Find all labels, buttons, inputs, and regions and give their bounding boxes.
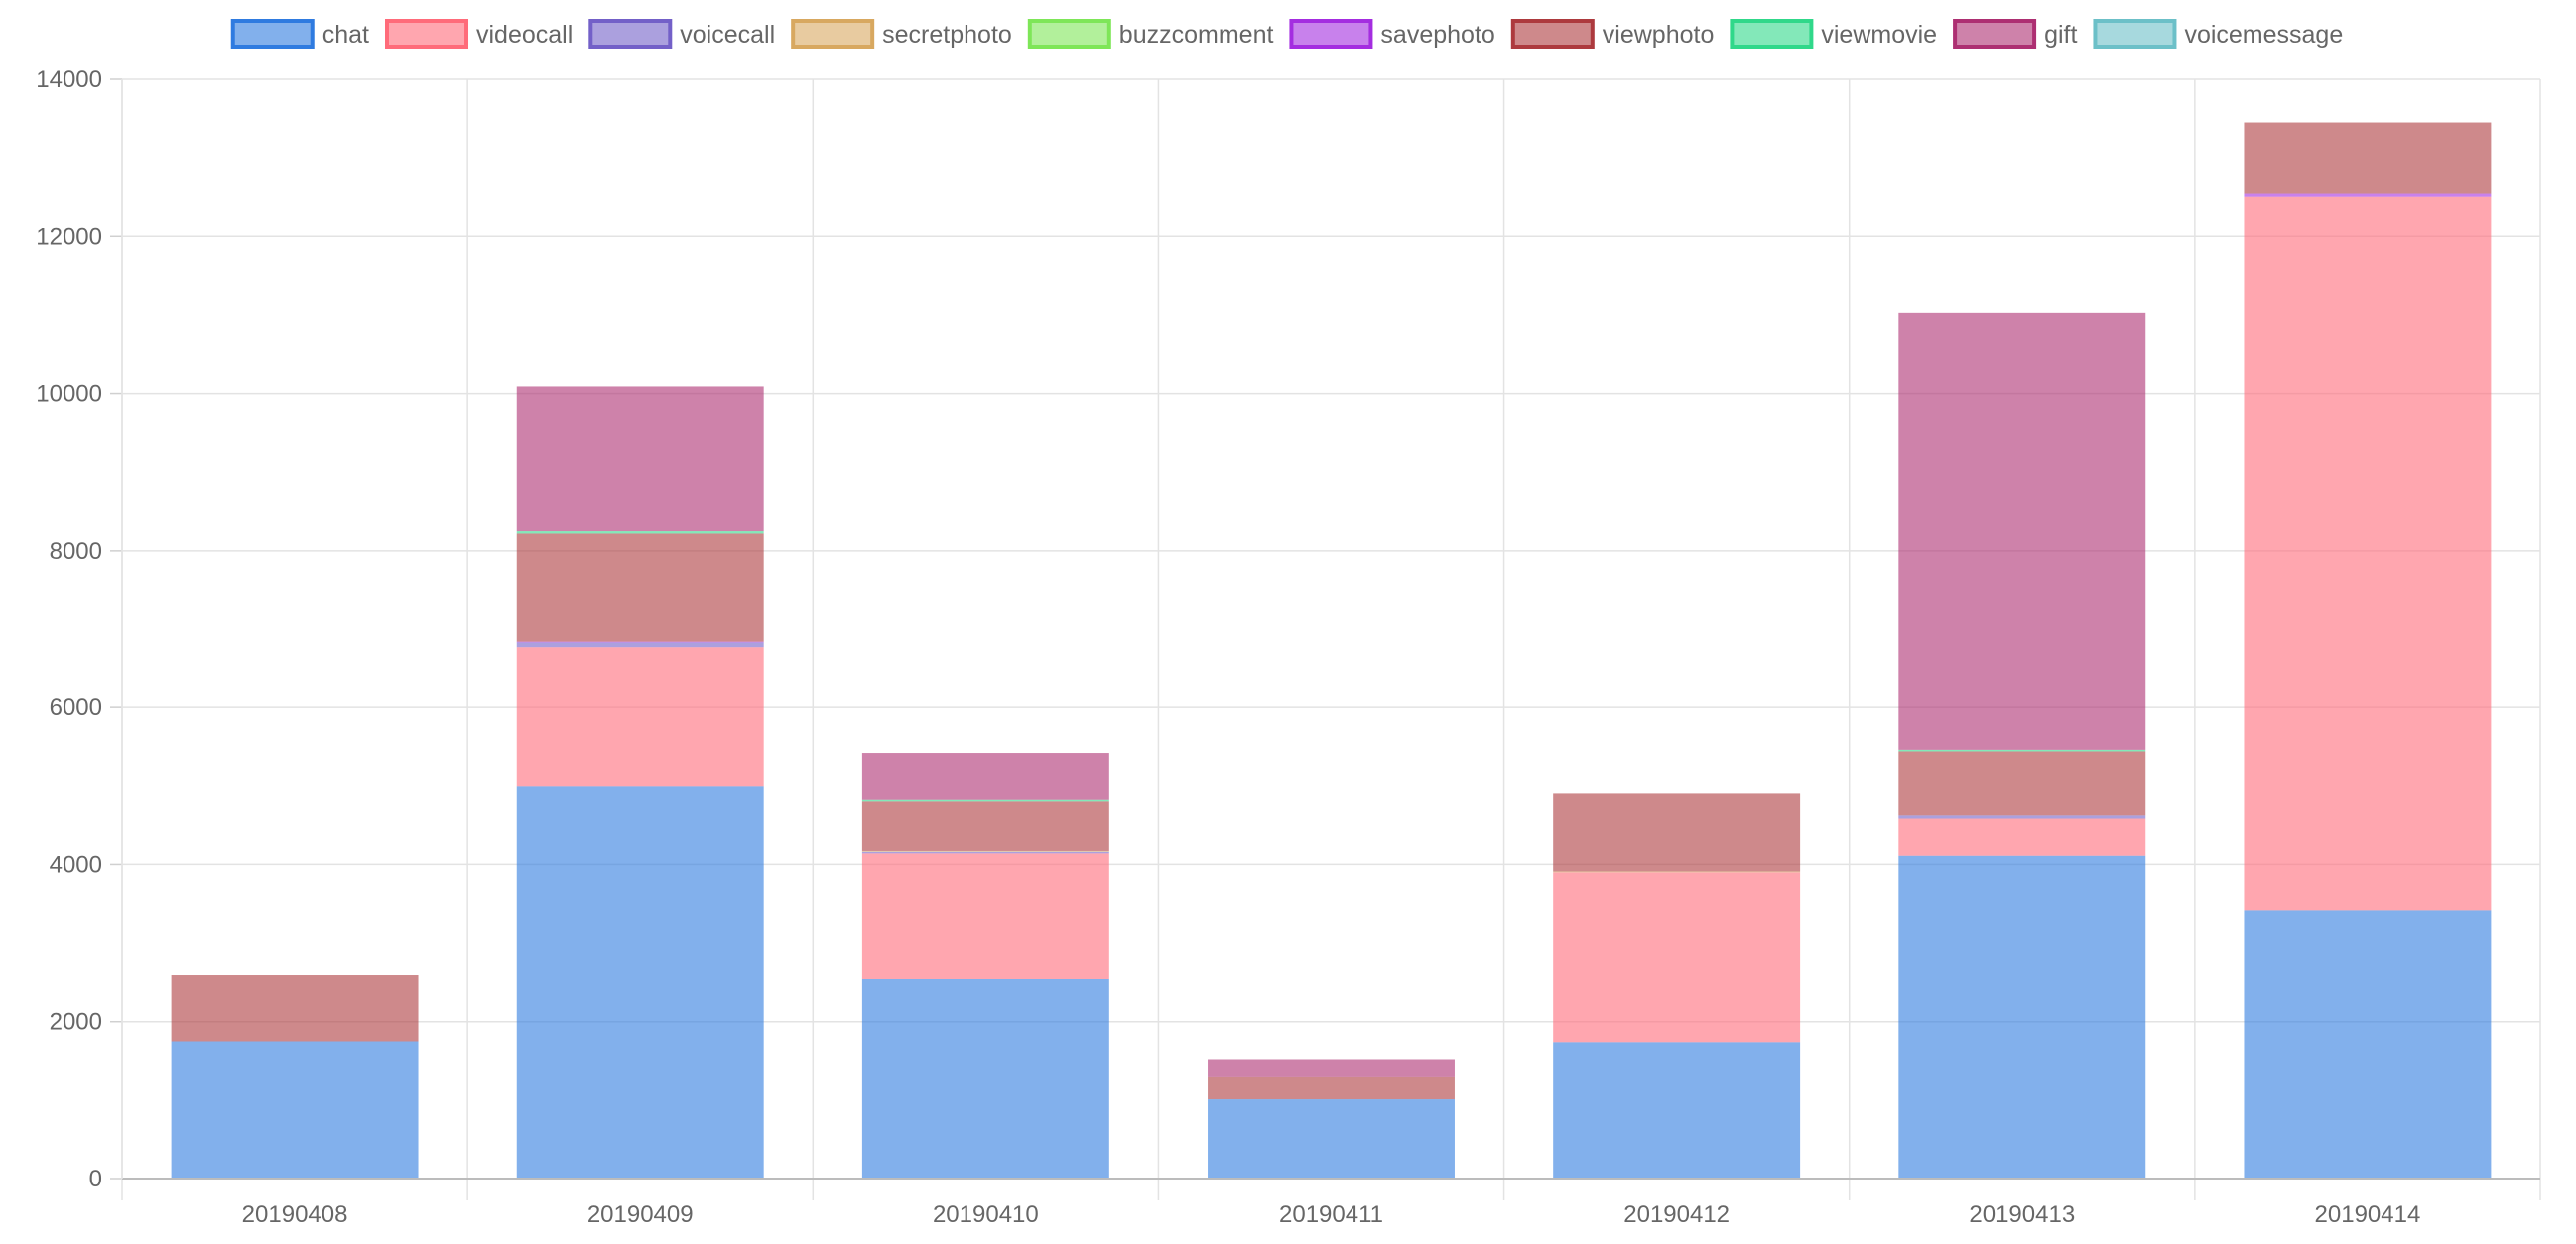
legend-swatch [588, 19, 673, 49]
legend-item-videocall[interactable]: videocall [385, 19, 573, 49]
legend-item-secretphoto[interactable]: secretphoto [791, 19, 1012, 49]
legend-item-chat[interactable]: chat [230, 19, 369, 49]
bar-videocall-20190410[interactable] [861, 853, 1109, 979]
bar-gift-20190411[interactable] [1208, 1059, 1455, 1077]
bar-stack-20190413 [1898, 312, 2146, 1179]
bar-voicecall-20190410[interactable] [861, 851, 1109, 854]
legend[interactable]: chat videocall voicecall secretphoto buzzcom… [230, 19, 2344, 49]
legend-label: gift [2044, 21, 2077, 49]
legend-label: chat [322, 21, 369, 49]
bar-chat-20190413[interactable] [1898, 855, 2146, 1179]
legend-swatch [385, 19, 469, 49]
bar-videocall-20190414[interactable] [2244, 196, 2492, 911]
bar-savephoto-20190409[interactable] [516, 641, 764, 643]
legend-item-buzzcomment[interactable]: buzzcomment [1027, 19, 1274, 49]
bar-stack-20190411 [1208, 1059, 1455, 1179]
y-tick-label: 2000 [50, 1009, 102, 1036]
legend-swatch [1730, 19, 1814, 49]
legend-swatch [2093, 19, 2177, 49]
legend-swatch [791, 19, 875, 49]
legend-label: videocall [476, 21, 573, 49]
bar-chat-20190414[interactable] [2244, 910, 2492, 1179]
legend-swatch [1289, 19, 1373, 49]
bar-chat-20190408[interactable] [171, 1041, 419, 1180]
legend-swatch [1027, 19, 1111, 49]
bar-chat-20190410[interactable] [861, 978, 1109, 1179]
bar-viewphoto-20190408[interactable] [171, 975, 419, 1042]
y-tick-label: 6000 [50, 694, 102, 721]
bar-viewmovie-20190410[interactable] [861, 799, 1109, 802]
x-tick-label: 20190413 [1969, 1201, 2075, 1228]
grid-layer [110, 78, 2541, 1200]
bar-viewmovie-20190413[interactable] [1898, 749, 2146, 752]
legend-label: viewmovie [1821, 21, 1937, 49]
bar-stack-20190408 [171, 975, 419, 1180]
y-tick-label: 0 [89, 1166, 102, 1192]
bar-chat-20190411[interactable] [1208, 1099, 1455, 1179]
x-tick-label: 20190412 [1623, 1201, 1730, 1228]
bar-stack-20190414 [2244, 122, 2492, 1179]
legend-item-viewphoto[interactable]: viewphoto [1510, 19, 1715, 49]
legend-label: secretphoto [882, 21, 1012, 49]
legend-item-gift[interactable]: gift [1953, 19, 2077, 49]
bar-videocall-20190409[interactable] [516, 647, 764, 787]
legend-label: savephoto [1380, 21, 1494, 49]
y-tick-label: 10000 [36, 381, 102, 408]
bar-stack-20190410 [861, 753, 1109, 1179]
bar-chat-20190412[interactable] [1553, 1042, 1801, 1179]
legend-item-voicecall[interactable]: voicecall [588, 19, 775, 49]
bar-viewphoto-20190412[interactable] [1553, 793, 1801, 872]
bar-secretphoto-20190410[interactable] [861, 850, 1109, 852]
legend-label: voicemessage [2184, 21, 2343, 49]
bar-viewphoto-20190409[interactable] [516, 533, 764, 642]
bar-viewphoto-20190411[interactable] [1208, 1076, 1455, 1100]
bar-videocall-20190413[interactable] [1898, 818, 2146, 856]
bar-voicecall-20190413[interactable] [1898, 815, 2146, 819]
bar-stack-20190412 [1553, 793, 1801, 1179]
bar-savephoto-20190414[interactable] [2244, 193, 2492, 197]
bar-gift-20190409[interactable] [516, 386, 764, 532]
bar-viewphoto-20190413[interactable] [1898, 751, 2146, 816]
legend-swatch [1510, 19, 1595, 49]
x-tick-label: 20190411 [1279, 1201, 1383, 1228]
y-tick-label: 8000 [50, 538, 102, 564]
bar-stack-20190409 [516, 386, 764, 1179]
bar-gift-20190410[interactable] [861, 753, 1109, 800]
legend-label: buzzcomment [1119, 21, 1274, 49]
legend-item-voicemessage[interactable]: voicemessage [2093, 19, 2343, 49]
bar-viewmovie-20190409[interactable] [516, 531, 764, 534]
bar-viewphoto-20190414[interactable] [2244, 122, 2492, 194]
bar-gift-20190413[interactable] [1898, 312, 2146, 750]
legend-label: viewphoto [1603, 21, 1715, 49]
bar-layer [171, 122, 2492, 1180]
y-tick-label: 12000 [36, 223, 102, 250]
bar-videocall-20190412[interactable] [1553, 872, 1801, 1043]
x-tick-label: 20190410 [933, 1201, 1039, 1228]
bar-secretphoto-20190412[interactable] [1553, 871, 1801, 873]
legend-label: voicecall [680, 21, 775, 49]
legend-item-viewmovie[interactable]: viewmovie [1730, 19, 1937, 49]
y-tick-label: 14000 [36, 66, 102, 93]
y-tick-label: 4000 [50, 851, 102, 878]
x-tick-label: 20190408 [242, 1201, 348, 1228]
legend-item-savephoto[interactable]: savephoto [1289, 19, 1495, 49]
legend-swatch [230, 19, 315, 49]
x-tick-label: 20190409 [587, 1201, 694, 1228]
bar-viewphoto-20190410[interactable] [861, 801, 1109, 851]
legend-swatch [1953, 19, 2037, 49]
bar-chat-20190409[interactable] [516, 786, 764, 1179]
axis-layer: 0 2000 4000 6000 8000 10000 12000 14000 20190408… [36, 66, 2540, 1228]
bar-voicecall-20190409[interactable] [516, 642, 764, 648]
x-tick-label: 20190414 [2315, 1201, 2421, 1228]
